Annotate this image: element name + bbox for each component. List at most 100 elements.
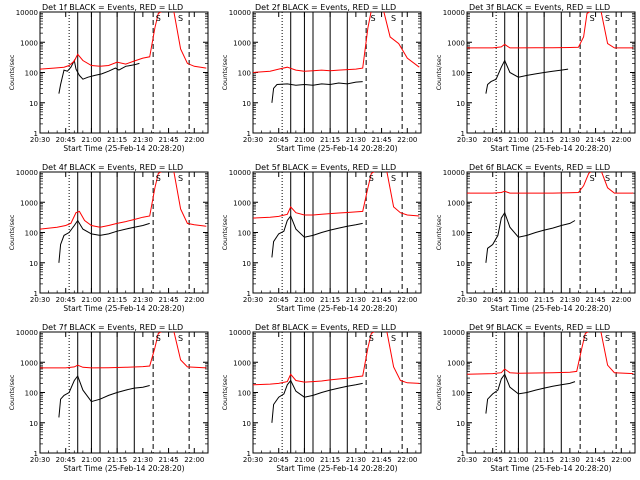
y-axis-label: Counts/sec [435,374,443,410]
x-tick-label: 21:30 [560,456,580,464]
x-tick-label: 21:15 [534,136,554,144]
x-tick-label: 20:45 [56,456,76,464]
x-tick-label: 21:45 [158,136,178,144]
series-line-events [271,379,363,423]
x-tick-label: 20:30 [457,136,477,144]
x-tick-label: 21:00 [81,136,101,144]
y-tick-label: 10 [242,260,251,268]
event-markers [495,172,617,293]
x-axis-label: Start Time (25-Feb-14 20:28:20) [63,304,184,313]
x-axis-label: Start Time (25-Feb-14 20:28:20) [490,464,611,473]
x-tick-label: 22:00 [397,456,417,464]
x-tick-label: 21:15 [534,296,554,304]
series-line-events [58,374,150,418]
x-tick-label: 21:30 [346,456,366,464]
series-line-lld [40,332,207,369]
series-line-events [271,81,363,103]
x-tick-label: 21:45 [371,296,391,304]
x-axis-label: Start Time (25-Feb-14 20:28:20) [276,144,397,153]
y-tick-label: 10000 [16,169,38,177]
y-axis-label: Counts/sec [8,214,16,250]
series-line-lld [467,172,634,194]
y-tick-label: 1000 [447,359,465,367]
marker-annotation: S [605,334,610,343]
x-axis-label: Start Time (25-Feb-14 20:28:20) [276,464,397,473]
x-tick-label: 20:45 [269,296,289,304]
event-markers [495,12,617,133]
x-tick-label: 22:00 [184,296,204,304]
series-line-lld [40,172,207,230]
marker-annotation: S [590,14,595,23]
y-axis-label: Counts/sec [221,374,229,410]
x-tick-label: 21:00 [508,456,528,464]
y-axis-label: Counts/sec [8,54,16,90]
x-tick-label: 21:30 [346,296,366,304]
y-tick-label: 100 [25,230,38,238]
x-tick-label: 21:00 [294,296,314,304]
series-layer [467,12,634,94]
x-tick-label: 20:45 [269,136,289,144]
series-layer [253,172,420,258]
marker-annotation: S [391,14,396,23]
detector-panel: Det 6f BLACK = Events, RED = LLD 1 10 100 10… [435,163,636,313]
y-tick-label: 1000 [233,39,251,47]
y-tick-label: 1 [247,450,251,458]
y-axis-label: Counts/sec [435,54,443,90]
y-tick-label: 1 [461,450,465,458]
y-tick-label: 1000 [233,359,251,367]
x-tick-label: 22:00 [611,296,631,304]
detector-panel: Det 1f BLACK = Events, RED = LLD 1 10 100 10… [8,3,209,153]
series-layer [40,172,207,263]
x-tick-label: 21:30 [560,136,580,144]
series-line-lld [467,332,634,375]
series-layer [253,332,420,423]
series-layer [467,172,634,263]
x-tick-label: 20:30 [30,296,50,304]
panel-title: Det 5f BLACK = Events, RED = LLD [255,163,396,172]
x-tick-label: 21:45 [371,456,391,464]
marker-annotation: S [583,334,588,343]
y-tick-label: 1000 [20,199,38,207]
x-tick-label: 21:00 [294,136,314,144]
series-line-events [58,219,150,263]
x-tick-label: 22:00 [611,136,631,144]
panel-title: Det 8f BLACK = Events, RED = LLD [255,323,396,332]
y-tick-label: 1000 [233,199,251,207]
y-tick-label: 100 [452,390,465,398]
x-tick-label: 21:30 [133,296,153,304]
marker-annotation: S [178,14,183,23]
x-tick-label: 21:30 [133,456,153,464]
x-tick-label: 21:15 [107,296,127,304]
y-tick-label: 1 [461,130,465,138]
y-tick-label: 10000 [229,329,251,337]
x-tick-label: 22:00 [184,136,204,144]
y-tick-label: 1000 [20,359,38,367]
series-line-lld [40,12,207,70]
series-line-events [58,58,140,94]
marker-annotation: S [369,174,374,183]
x-tick-label: 21:45 [158,296,178,304]
series-layer [253,12,420,103]
x-tick-label: 21:30 [346,136,366,144]
y-tick-label: 1 [461,290,465,298]
y-tick-label: 10000 [443,9,465,17]
y-tick-label: 100 [25,390,38,398]
series-layer [40,332,207,418]
y-tick-label: 100 [452,230,465,238]
y-tick-label: 10000 [16,329,38,337]
y-tick-label: 10 [29,420,38,428]
panel-title: Det 4f BLACK = Events, RED = LLD [42,163,183,172]
series-line-lld [253,172,420,219]
y-tick-label: 1000 [447,199,465,207]
y-axis-label: Counts/sec [8,374,16,410]
series-line-events [271,214,363,258]
x-tick-label: 20:45 [483,296,503,304]
detector-panel: Det 4f BLACK = Events, RED = LLD 1 10 100 10… [8,163,209,313]
marker-annotation: S [370,14,375,23]
marker-annotation: S [178,334,183,343]
panels-layer: Det 1f BLACK = Events, RED = LLD 1 10 100 10… [8,3,636,473]
y-tick-label: 10 [456,100,465,108]
x-tick-label: 20:45 [56,296,76,304]
x-tick-label: 20:45 [483,136,503,144]
y-tick-label: 100 [452,70,465,78]
